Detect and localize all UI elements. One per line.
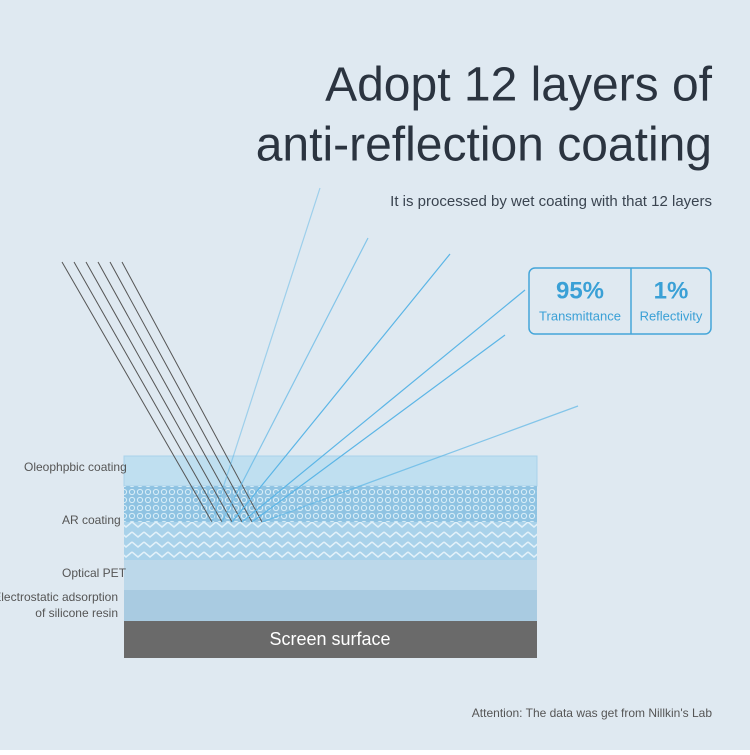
title-line: Adopt 12 layers of (325, 59, 713, 112)
screen-label: Screen surface (269, 629, 390, 649)
layer-label: Optical PET (62, 566, 127, 580)
layer-label: Oleophpbic coating (24, 460, 127, 474)
layers (123, 455, 538, 658)
stats-box (528, 267, 712, 335)
stat-label: Transmittance (539, 308, 621, 323)
layer-label: Electrostatic adsorption of silicone resi… (0, 590, 118, 620)
layer-label: AR coating (62, 513, 121, 527)
stat-value: 1% (654, 277, 689, 304)
layer (123, 455, 538, 487)
reflected-rays (211, 187, 579, 523)
layer (124, 590, 537, 621)
screen (124, 621, 537, 658)
layer (124, 522, 537, 560)
stat-value: 95% (556, 277, 604, 304)
layer (124, 560, 537, 590)
title-line: anti-reflection coating (256, 119, 712, 172)
note: Attention: The data was get from Nillkin… (472, 706, 713, 720)
incident-rays (61, 261, 263, 523)
stat-label: Reflectivity (640, 308, 703, 323)
subtitle: It is processed by wet coating with that… (390, 193, 712, 210)
layer (124, 486, 537, 522)
